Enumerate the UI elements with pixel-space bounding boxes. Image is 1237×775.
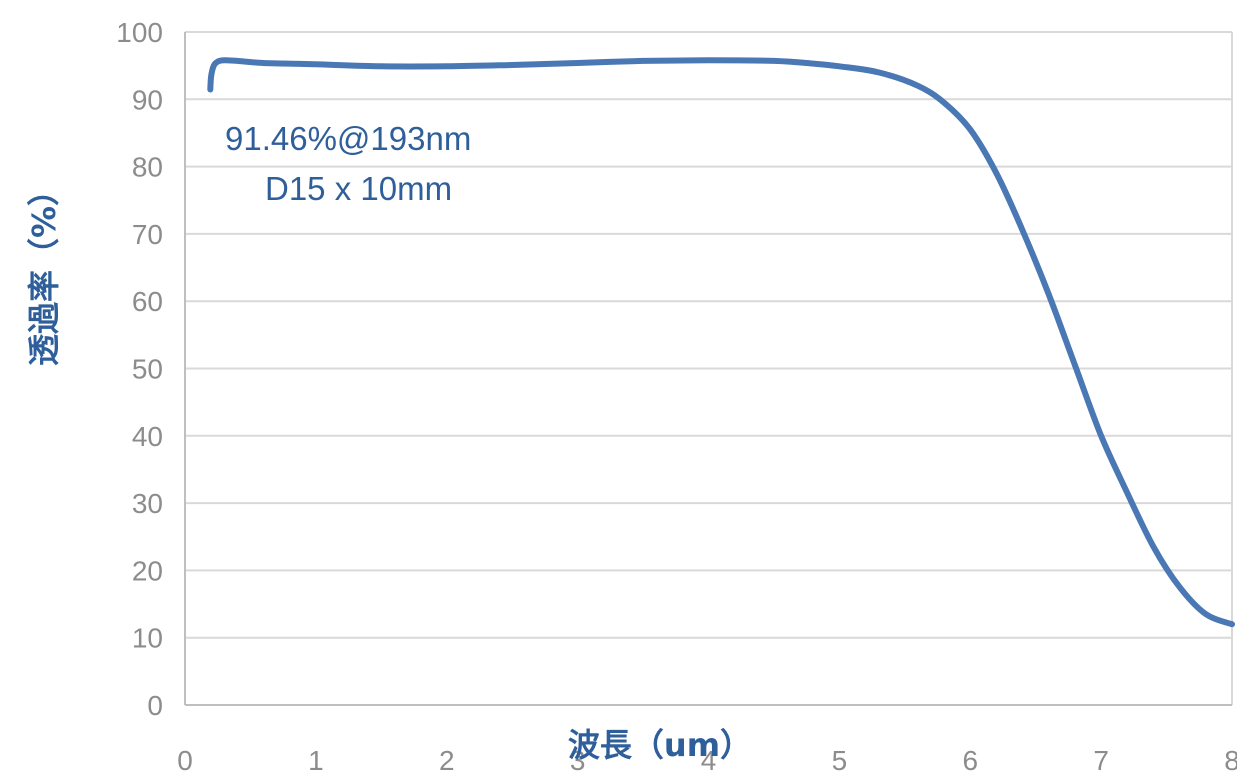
y-tick-labels: 0 10 20 30 40 50 60 70 80 90 100	[116, 17, 163, 721]
x-tick-labels: 0 1 2 3 4 5 6 7 8	[177, 745, 1237, 775]
y-tick-label: 60	[132, 286, 163, 317]
x-tick-label: 8	[1224, 745, 1237, 775]
y-tick-label: 100	[116, 17, 163, 48]
y-tick-label: 50	[132, 354, 163, 385]
x-tick-label: 0	[177, 745, 193, 775]
y-tick-label: 30	[132, 488, 163, 519]
y-tick-label: 80	[132, 152, 163, 183]
annotation-dimensions: D15 x 10mm	[265, 170, 452, 207]
x-tick-label: 7	[1093, 745, 1109, 775]
y-axis-title: 透過率（%）	[25, 174, 63, 366]
axes	[184, 32, 1232, 706]
y-tick-label: 20	[132, 555, 163, 586]
y-tick-label: 40	[132, 421, 163, 452]
series-line-transmittance	[207, 57, 1235, 628]
x-axis-title: 波長（um）	[568, 726, 752, 764]
y-tick-label: 10	[132, 623, 163, 654]
y-tick-label: 0	[147, 690, 163, 721]
x-tick-label: 5	[832, 745, 848, 775]
x-tick-label: 3	[570, 745, 586, 775]
x-tick-label: 2	[439, 745, 455, 775]
annotation-wavelength: 91.46%@193nm	[225, 120, 471, 157]
x-tick-label: 6	[962, 745, 978, 775]
grid-lines	[185, 31, 1233, 705]
x-tick-label: 1	[308, 745, 324, 775]
y-tick-label: 70	[132, 219, 163, 250]
y-tick-label: 90	[132, 84, 163, 115]
x-tick-label: 4	[701, 745, 717, 775]
